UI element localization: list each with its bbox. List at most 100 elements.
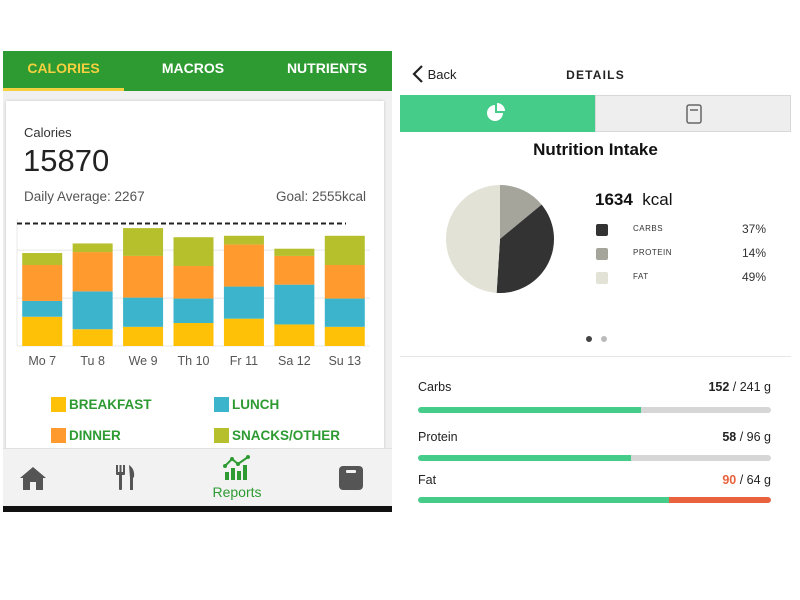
kcal-unit: kcal [642, 190, 673, 209]
bar-segment-breakfast[interactable] [223, 318, 264, 346]
tab-calories[interactable]: CALORIES [27, 60, 100, 76]
tab-pie-view[interactable] [400, 95, 595, 132]
progress-bar-protein [418, 455, 771, 461]
x-tick-label: Sa 12 [278, 354, 311, 368]
legend-breakfast-swatch [51, 397, 66, 412]
section-title: Nutrition Intake [533, 140, 658, 159]
bar-segment-dinner[interactable] [22, 265, 63, 301]
legend-snacks-swatch [214, 428, 229, 443]
protein-goal: / 96 g [736, 430, 771, 444]
bar-segment-breakfast[interactable] [173, 322, 214, 346]
bar-segment-breakfast[interactable] [123, 326, 164, 346]
bar-segment-snacks-other[interactable] [72, 243, 113, 253]
progress-fill [418, 455, 632, 461]
x-tick-label: Tu 8 [80, 354, 105, 368]
bar-segment-lunch[interactable] [173, 298, 214, 323]
bar-segment-breakfast[interactable] [72, 329, 113, 346]
bar-segment-lunch[interactable] [22, 300, 63, 317]
carbs-goal: / 241 g [729, 380, 771, 394]
tab-macros[interactable]: MACROS [161, 60, 225, 76]
bar-segment-snacks-other[interactable] [324, 235, 365, 266]
kcal-value: 1634 [595, 190, 633, 209]
page-dot[interactable] [601, 336, 607, 342]
progress-fill [418, 407, 641, 413]
active-tab-indicator [3, 88, 124, 91]
nutrition-details-screen: Back DETAILS Nutrition Intake 1634 kcal … [400, 51, 791, 511]
bar-segment-lunch[interactable] [72, 291, 113, 330]
nav-home[interactable] [3, 449, 63, 507]
progress-value-carbs: 152 / 241 g [708, 380, 771, 394]
legend-dinner-label: DINNER [69, 428, 121, 443]
divider [400, 356, 791, 357]
weekly-calories-chart: Mo 7 Tu 8 We 9 Th 10 Fr 11 Sa 12 Su 13 [16, 219, 370, 368]
macro-name: PROTEIN [633, 248, 673, 257]
x-tick-label: Mo 7 [28, 354, 56, 368]
pie-slice-carbs [496, 204, 554, 293]
report-tab-bar: CALORIES MACROS NUTRIENTS [3, 51, 392, 91]
bar-segment-lunch[interactable] [324, 298, 365, 327]
fat-swatch [596, 272, 608, 284]
protein-swatch [596, 248, 608, 260]
pie-slice-fat [446, 185, 500, 293]
tab-nutrients[interactable]: NUTRIENTS [286, 60, 368, 76]
bar-segment-lunch[interactable] [123, 297, 164, 327]
bar-segment-breakfast[interactable] [22, 316, 63, 346]
protein-consumed: 58 [722, 430, 737, 444]
bar-segment-dinner[interactable] [223, 244, 264, 287]
bar-segment-snacks-other[interactable] [173, 237, 214, 266]
page-dot-active[interactable] [586, 336, 592, 342]
bar-segment-snacks-other[interactable] [274, 248, 315, 256]
bar-segment-snacks-other[interactable] [22, 253, 63, 266]
back-button[interactable]: Back [412, 65, 457, 83]
bar-segment-snacks-other[interactable] [223, 235, 264, 245]
nav-reports[interactable]: Reports [205, 449, 269, 507]
macro-percent: 37% [741, 222, 766, 236]
pie-slice-protein [500, 185, 542, 239]
x-tick-label: Su 13 [328, 354, 361, 368]
x-tick-label: Fr 11 [230, 354, 258, 368]
card-label: Calories [24, 125, 72, 140]
fat-goal: / 64 g [736, 473, 771, 487]
bar-segment-snacks-other[interactable] [123, 228, 164, 256]
chevron-left-icon [412, 65, 423, 83]
bar-segment-dinner[interactable] [173, 265, 214, 299]
bar-segment-lunch[interactable] [223, 286, 264, 319]
legend-snacks-label: SNACKS/OTHER [232, 428, 341, 443]
progress-fill [418, 497, 670, 503]
bar-segment-dinner[interactable] [123, 255, 164, 298]
progress-bar-fat [418, 497, 771, 503]
pie-chart-icon [487, 103, 505, 121]
page-title: DETAILS [566, 68, 625, 82]
progress-bar-carbs [418, 407, 771, 413]
fork-knife-icon [116, 465, 135, 490]
legend-dinner-swatch [51, 428, 66, 443]
bottom-edge-bar [3, 506, 392, 512]
bar-segment-lunch[interactable] [274, 284, 315, 325]
bar-segment-dinner[interactable] [274, 255, 315, 285]
macro-row-carbs: CARBS 37% [596, 222, 766, 238]
nav-reports-label: Reports [212, 484, 262, 500]
list-icon [686, 104, 702, 124]
back-label: Back [427, 67, 457, 82]
legend-lunch-swatch [214, 397, 229, 412]
bar-segment-breakfast[interactable] [274, 324, 315, 346]
x-tick-label: We 9 [129, 354, 158, 368]
x-tick-label: Th 10 [178, 354, 210, 368]
bar-segment-dinner[interactable] [72, 252, 113, 292]
nav-weight[interactable] [321, 449, 381, 507]
progress-label-carbs: Carbs [418, 380, 452, 394]
progress-over [669, 497, 771, 503]
carbs-consumed: 152 [708, 380, 730, 394]
legend-dinner: DINNER [51, 428, 121, 443]
bar-segment-breakfast[interactable] [324, 326, 365, 346]
legend-lunch: LUNCH [214, 397, 279, 412]
tab-list-view[interactable] [595, 95, 791, 132]
nav-food-diary[interactable] [95, 449, 155, 507]
macro-pie-chart [446, 185, 554, 293]
macro-name: FAT [633, 272, 649, 281]
bottom-navigation: Reports [3, 448, 392, 507]
home-icon [20, 467, 46, 490]
bar-segment-dinner[interactable] [324, 265, 365, 299]
legend-snacks: SNACKS/OTHER [214, 428, 340, 443]
kcal-total: 1634 kcal [595, 190, 673, 210]
